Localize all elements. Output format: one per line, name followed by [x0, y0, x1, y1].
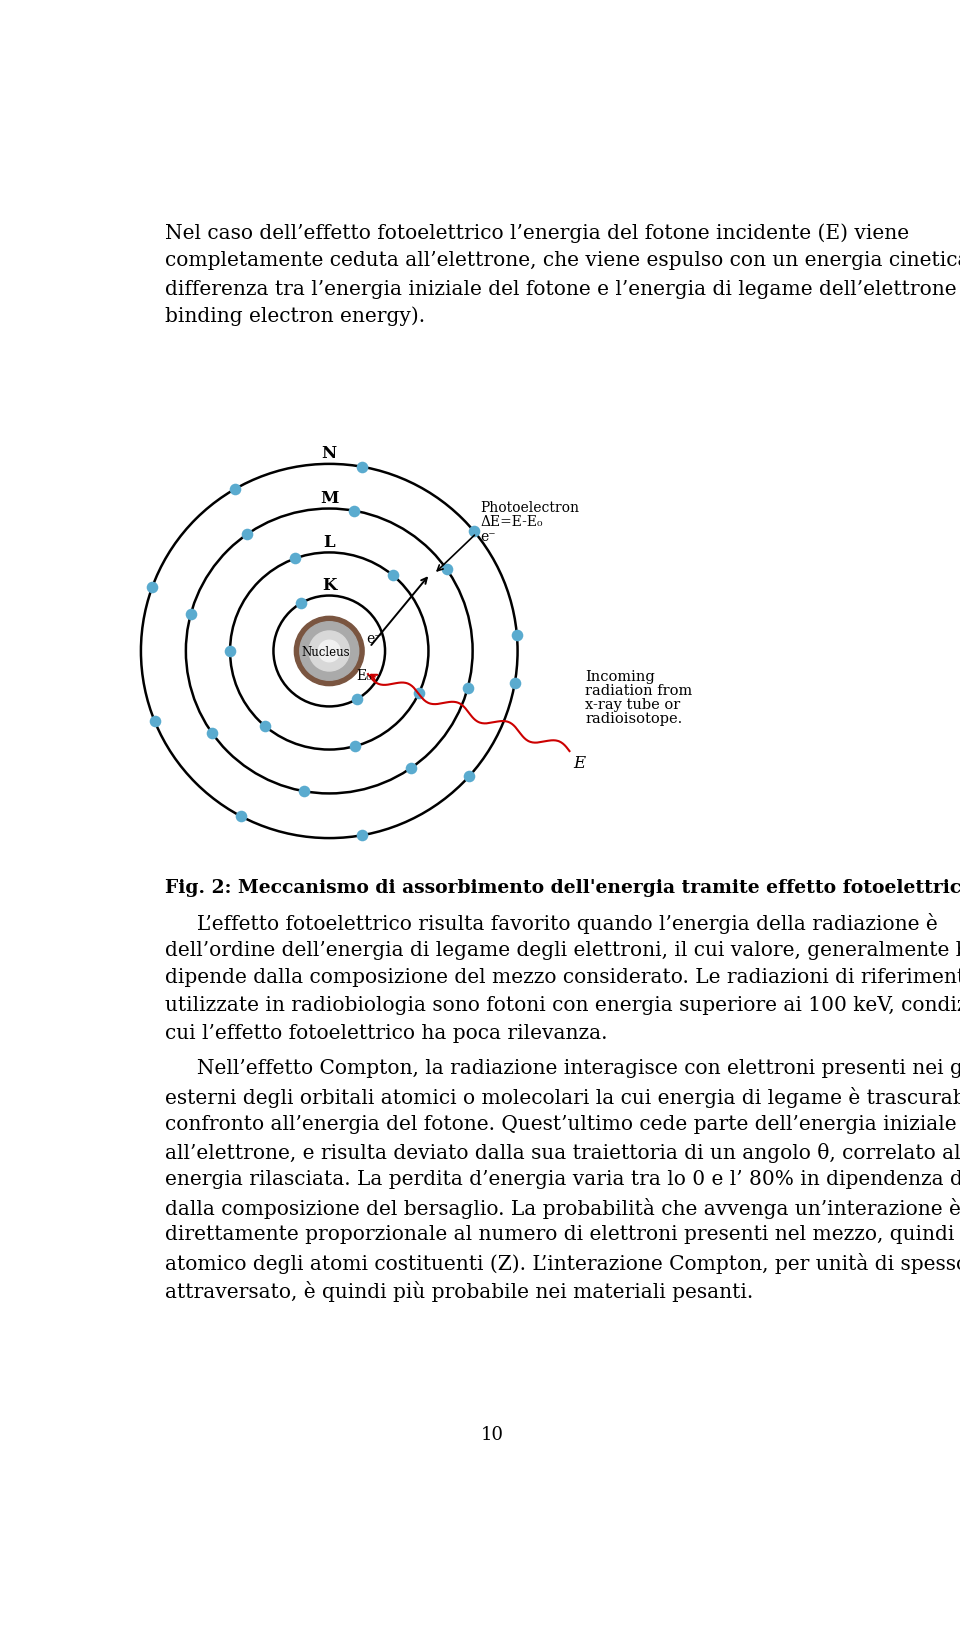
Text: K: K: [322, 577, 336, 593]
Circle shape: [295, 616, 364, 685]
Point: [258, 713, 274, 739]
Text: Fig. 2: Meccanismo di assorbimento dell'energia tramite effetto fotoelettrico.: Fig. 2: Meccanismo di assorbimento dell'…: [165, 879, 960, 897]
Point: [507, 670, 522, 697]
Point: [462, 764, 477, 790]
Point: [460, 675, 475, 701]
Text: ΔE=E-E₀: ΔE=E-E₀: [480, 515, 542, 529]
Text: atomico degli atomi costituenti (Z). L’interazione Compton, per unità di spessor: atomico degli atomi costituenti (Z). L’i…: [165, 1254, 960, 1274]
Text: completamente ceduta all’elettrone, che viene espulso con un energia cinetica pa: completamente ceduta all’elettrone, che …: [165, 251, 960, 270]
Point: [354, 823, 370, 849]
Text: Incoming: Incoming: [585, 670, 655, 683]
Circle shape: [319, 641, 340, 662]
Point: [349, 685, 365, 711]
Text: confronto all’energia del fotone. Quest’ultimo cede parte dell’energia iniziale : confronto all’energia del fotone. Quest’…: [165, 1115, 960, 1134]
Text: M: M: [320, 490, 339, 506]
Text: x-ray tube or: x-ray tube or: [585, 698, 681, 711]
Text: e⁻: e⁻: [480, 529, 496, 544]
Point: [509, 621, 524, 647]
Point: [354, 454, 370, 480]
Text: utilizzate in radiobiologia sono fotoni con energia superiore ai 100 keV, condiz: utilizzate in radiobiologia sono fotoni …: [165, 997, 960, 1015]
Text: energia rilasciata. La perdita d’energia varia tra lo 0 e l’ 80% in dipendenza d: energia rilasciata. La perdita d’energia…: [165, 1170, 960, 1188]
Text: binding electron energy).: binding electron energy).: [165, 306, 425, 326]
Text: dipende dalla composizione del mezzo considerato. Le radiazioni di riferimento: dipende dalla composizione del mezzo con…: [165, 969, 960, 987]
Point: [223, 638, 238, 664]
Text: all’elettrone, e risulta deviato dalla sua traiettoria di un angolo θ, correlato: all’elettrone, e risulta deviato dalla s…: [165, 1142, 960, 1164]
Text: dalla composizione del bersaglio. La probabilità che avvenga un’interazione è: dalla composizione del bersaglio. La pro…: [165, 1198, 960, 1219]
Point: [233, 803, 249, 829]
Point: [412, 680, 427, 706]
Point: [348, 733, 363, 759]
Text: L: L: [324, 534, 335, 551]
Point: [288, 546, 303, 572]
Text: Photoelectron: Photoelectron: [480, 502, 580, 515]
Text: E: E: [573, 756, 586, 772]
Text: direttamente proporzionale al numero di elettroni presenti nel mezzo, quindi al : direttamente proporzionale al numero di …: [165, 1226, 960, 1244]
Text: cui l’effetto fotoelettrico ha poca rilevanza.: cui l’effetto fotoelettrico ha poca rile…: [165, 1024, 608, 1042]
Text: attraversato, è quindi più probabile nei materiali pesanti.: attraversato, è quindi più probabile nei…: [165, 1280, 754, 1301]
Text: Nel caso dell’effetto fotoelettrico l’energia del fotone incidente (E) viene: Nel caso dell’effetto fotoelettrico l’en…: [165, 223, 909, 243]
Text: radiation from: radiation from: [585, 683, 692, 698]
Text: radioisotope.: radioisotope.: [585, 711, 683, 726]
Text: esterni degli orbitali atomici o molecolari la cui energia di legame è trascurab: esterni degli orbitali atomici o molecol…: [165, 1087, 960, 1108]
Point: [183, 602, 199, 628]
Text: 10: 10: [481, 1426, 503, 1444]
Circle shape: [309, 631, 349, 670]
Point: [466, 518, 481, 544]
Text: dell’ordine dell’energia di legame degli elettroni, il cui valore, generalmente : dell’ordine dell’energia di legame degli…: [165, 941, 960, 959]
Point: [347, 498, 362, 524]
Text: L’effetto fotoelettrico risulta favorito quando l’energia della radiazione è: L’effetto fotoelettrico risulta favorito…: [165, 913, 938, 934]
Point: [204, 720, 220, 746]
Text: Nucleus: Nucleus: [301, 646, 350, 659]
Point: [145, 574, 160, 600]
Point: [228, 475, 243, 502]
Point: [239, 521, 254, 547]
Text: Nell’effetto Compton, la radiazione interagisce con elettroni presenti nei gusci: Nell’effetto Compton, la radiazione inte…: [165, 1059, 960, 1078]
Text: E₀: E₀: [356, 669, 372, 683]
Point: [404, 754, 420, 780]
Point: [385, 562, 400, 588]
Text: N: N: [322, 446, 337, 462]
Text: e⁻: e⁻: [367, 633, 382, 646]
Point: [294, 590, 309, 616]
Circle shape: [300, 621, 359, 680]
Point: [439, 556, 454, 582]
Point: [147, 708, 162, 734]
Text: differenza tra l’energia iniziale del fotone e l’energia di legame dell’elettron: differenza tra l’energia iniziale del fo…: [165, 279, 960, 298]
Point: [297, 779, 312, 805]
